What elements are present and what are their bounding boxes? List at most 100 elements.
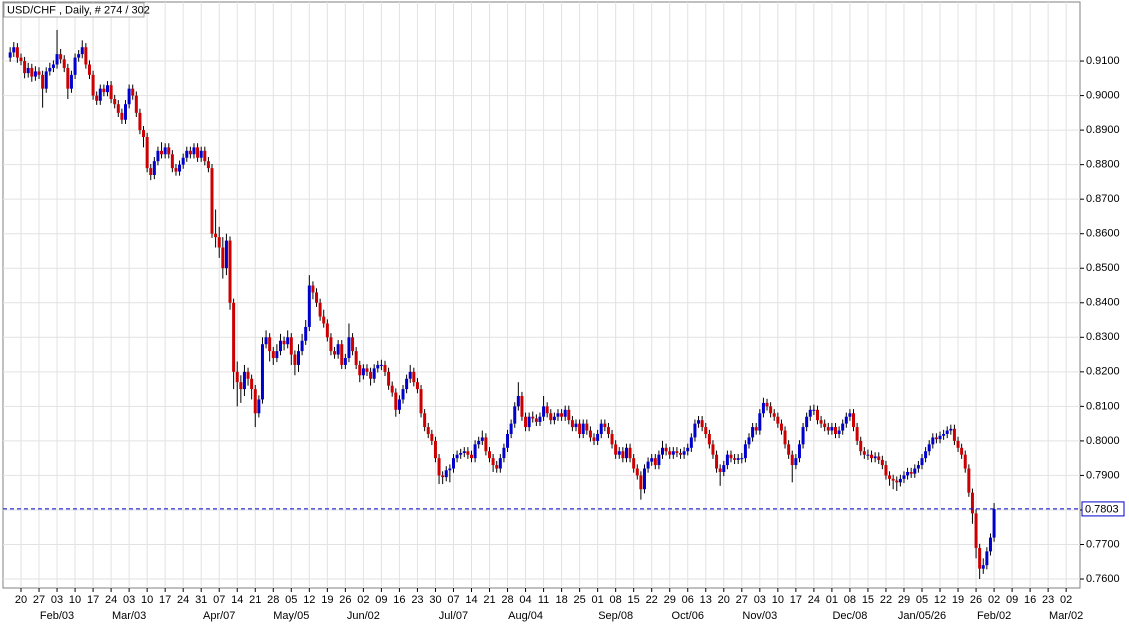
candle-body: [69, 74, 73, 89]
candle-body: [819, 420, 823, 424]
candle-body: [635, 468, 639, 476]
x-tick-label: 17: [159, 594, 171, 606]
candle-body: [725, 454, 729, 466]
candle-body: [268, 337, 272, 352]
candle-body: [707, 433, 711, 445]
candle-body: [214, 233, 218, 238]
candle-body: [131, 88, 135, 96]
title-box: [3, 2, 145, 18]
candle-body: [394, 392, 398, 410]
candle-body: [509, 423, 513, 434]
candle-body: [920, 458, 924, 466]
candle-body: [743, 444, 747, 459]
x-tick-label: 21: [249, 594, 261, 606]
candle-body: [8, 52, 12, 58]
candle-body: [632, 458, 636, 469]
candle-body: [278, 340, 282, 352]
candle-body: [217, 237, 221, 248]
candle-body: [120, 112, 124, 120]
candle-body: [271, 351, 275, 359]
candle-body: [260, 344, 264, 400]
month-label: Jan/05/26: [898, 610, 946, 622]
candle-body: [761, 402, 765, 414]
candle-body: [574, 423, 578, 428]
candle-body: [282, 340, 286, 345]
x-tick-label: 28: [267, 594, 279, 606]
y-tick-label: 0.8800: [1086, 159, 1120, 171]
last-price-box: [1081, 501, 1125, 517]
candle-body: [542, 406, 546, 417]
y-tick-label: 0.8400: [1086, 297, 1120, 309]
candle-body: [769, 406, 773, 414]
candle-body: [87, 64, 91, 75]
candle-body: [163, 147, 167, 155]
x-tick-label: 20: [15, 594, 27, 606]
x-tick-label: 26: [339, 594, 351, 606]
candle-body: [747, 437, 751, 445]
candle-body: [44, 71, 48, 89]
candle-body: [30, 67, 34, 77]
candle-body: [697, 420, 701, 424]
x-tick-label: 14: [465, 594, 477, 606]
y-tick-label: 0.8900: [1086, 124, 1120, 136]
candle-body: [909, 471, 913, 474]
candle-body: [134, 95, 138, 113]
candle-body: [661, 447, 664, 455]
candle-body: [199, 150, 203, 158]
candle-body: [830, 427, 834, 431]
candle-body: [891, 478, 895, 481]
x-tick-label: 02: [1060, 594, 1072, 606]
candle-body: [419, 389, 423, 414]
month-label: Nov/03: [742, 610, 777, 622]
month-label: Mar/03: [112, 610, 146, 622]
candle-body: [664, 447, 668, 452]
candle-body: [949, 428, 953, 431]
x-tick-label: 19: [321, 594, 333, 606]
candle-body: [203, 150, 207, 162]
candle-body: [783, 430, 787, 445]
month-label: Apr/07: [203, 610, 235, 622]
candle-body: [105, 85, 109, 93]
candle-body: [884, 465, 888, 476]
candle-body: [945, 430, 949, 434]
x-tick-label: 27: [33, 594, 45, 606]
candle-body: [127, 88, 131, 105]
y-tick-label: 0.7600: [1086, 573, 1120, 585]
x-tick-label: 05: [916, 594, 928, 606]
x-tick-label: 14: [231, 594, 243, 606]
x-tick-label: 17: [87, 594, 99, 606]
candle-body: [859, 440, 863, 452]
candle-body: [138, 112, 142, 131]
candle-body: [592, 437, 596, 441]
candle-body: [978, 547, 982, 569]
candle-body: [772, 413, 776, 417]
x-tick-label: 11: [538, 594, 549, 606]
candle-body: [347, 337, 351, 359]
candle-body: [765, 402, 769, 407]
candle-body: [41, 74, 45, 89]
month-label: Oct/06: [672, 610, 704, 622]
candle-body: [333, 351, 337, 355]
candle-body: [297, 351, 300, 365]
candle-body: [185, 150, 189, 158]
candle-body: [293, 354, 297, 365]
candle-body: [970, 492, 974, 514]
candle-body: [48, 67, 52, 72]
candle-body: [361, 368, 365, 376]
x-tick-label: 26: [970, 594, 982, 606]
x-tick-label: 16: [393, 594, 405, 606]
x-tick-label: 22: [880, 594, 892, 606]
candle-body: [898, 478, 902, 483]
candle-body: [700, 420, 704, 428]
candle-body: [506, 433, 510, 448]
candle-body: [653, 458, 657, 466]
candle-body: [12, 47, 16, 53]
candle-body: [116, 104, 120, 113]
candle-body: [15, 47, 19, 58]
candle-body: [390, 385, 394, 393]
candle-body: [711, 444, 715, 455]
x-tick-label: 09: [375, 594, 387, 606]
candle-body: [668, 451, 672, 455]
y-tick-label: 0.8500: [1086, 262, 1120, 274]
